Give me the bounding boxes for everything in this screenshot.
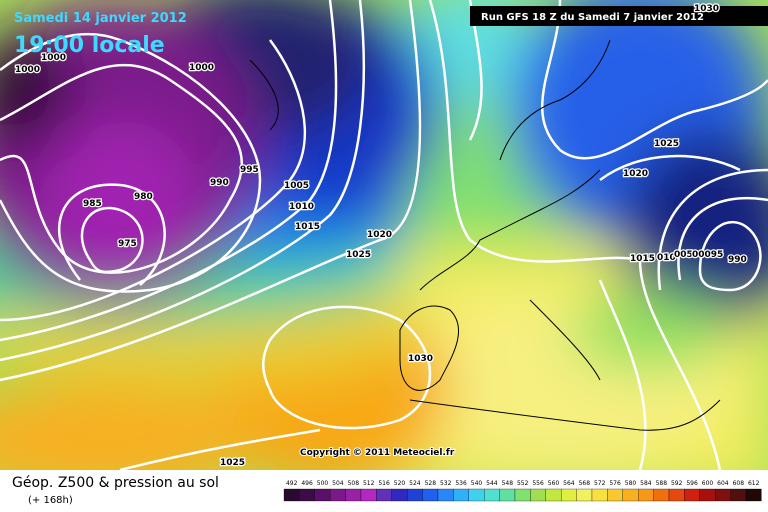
run-label: Run GFS 18 Z du Samedi 7 janvier 2012 [481, 12, 704, 23]
scale-label: 532 [440, 480, 452, 487]
isobar-label: 1020 [623, 169, 648, 179]
scale-swatch [484, 488, 500, 502]
run-box [470, 6, 768, 26]
isobar-label: 990 [728, 255, 747, 265]
scale-swatch [745, 488, 762, 502]
scale-swatch [514, 488, 531, 502]
isobar-label: 010 [657, 253, 676, 263]
isobar-label: 1025 [346, 250, 371, 260]
isobar-label: 1020 [367, 230, 392, 240]
isobar-label: 1030 [408, 354, 433, 364]
isobar-label: 1000 [41, 53, 66, 63]
scale-label: 580 [625, 480, 637, 487]
scale-swatch [638, 488, 654, 502]
scale-label: 496 [301, 480, 313, 487]
scale-label: 540 [471, 480, 483, 487]
scale-swatch [561, 488, 577, 502]
legend-title: Géop. Z500 & pression au sol [12, 475, 219, 491]
isobar-label: 1015 [630, 254, 655, 264]
isobar-label: 005 [674, 250, 693, 260]
isobar-label: 1015 [295, 222, 320, 232]
scale-label: 572 [594, 480, 606, 487]
scale-swatch [607, 488, 623, 502]
scale-swatch [591, 488, 608, 502]
isobar-labels: 1000100010009959909859809751005101010151… [14, 3, 748, 470]
scale-swatch [653, 488, 670, 502]
scale-swatch [360, 488, 377, 502]
scale-label: 552 [517, 480, 529, 487]
scale-label: 516 [378, 480, 390, 487]
color-scale: 492 496 500 504 508 512 516 520 524 528 532 536 540 5… [283, 480, 762, 502]
geopotential-field [0, 0, 768, 470]
coastlines [249, 39, 721, 431]
scale-label: 548 [502, 480, 514, 487]
scale-swatch [684, 488, 700, 502]
scale-label: 584 [640, 480, 652, 487]
scale-label: 568 [579, 480, 591, 487]
scale-swatch [699, 488, 716, 502]
scale-swatch [530, 488, 546, 502]
time-label: 19:00 locale [14, 33, 165, 58]
scale-swatch [283, 488, 300, 502]
scale-label: 596 [686, 480, 698, 487]
copyright: Copyright © 2011 Meteociel.fr [300, 448, 455, 458]
scale-label: 576 [609, 480, 621, 487]
isobar-label: 1025 [654, 139, 679, 149]
scale-swatch [715, 488, 731, 502]
scale-swatch [499, 488, 516, 502]
isobar-label: 995 [240, 165, 259, 175]
scale-label: 508 [348, 480, 360, 487]
isobar-label: 1000 [15, 65, 40, 75]
scale-label: 520 [394, 480, 406, 487]
isobar-label: 990 [210, 178, 229, 188]
isobar-label: 00095 [692, 250, 723, 260]
scale-label: 528 [425, 480, 437, 487]
scale-swatch [545, 488, 562, 502]
scale-label: 504 [332, 480, 344, 487]
isobars [0, 0, 768, 470]
date-label: Samedi 14 janvier 2012 [14, 11, 187, 26]
scale-swatch [407, 488, 423, 502]
isobar-label: 1005 [284, 181, 309, 191]
scale-label: 500 [317, 480, 329, 487]
isobar-label: 1030 [694, 4, 719, 14]
scale-label: 544 [486, 480, 498, 487]
scale-label: 524 [409, 480, 421, 487]
scale-label: 600 [702, 480, 714, 487]
scale-label: 564 [563, 480, 575, 487]
scale-swatch [314, 488, 331, 502]
isobar-label: 980 [134, 192, 153, 202]
scale-swatch [453, 488, 469, 502]
scale-label: 604 [717, 480, 729, 487]
scale-swatch [622, 488, 639, 502]
scale-label: 492 [286, 480, 298, 487]
scale-swatch [437, 488, 454, 502]
isobar-label: 985 [83, 199, 102, 209]
scale-label: 592 [671, 480, 683, 487]
scale-swatch [299, 488, 315, 502]
scale-label: 560 [548, 480, 560, 487]
scale-swatch [345, 488, 362, 502]
scale-swatch [576, 488, 593, 502]
legend-subtitle: (+ 168h) [28, 495, 73, 506]
scale-swatch [391, 488, 408, 502]
scale-swatch [668, 488, 685, 502]
scale-swatch [422, 488, 439, 502]
isobar-label: 1010 [289, 202, 314, 212]
scale-swatch [330, 488, 346, 502]
scale-swatch [376, 488, 392, 502]
scale-swatch [730, 488, 747, 502]
scale-swatch [468, 488, 485, 502]
scale-label: 536 [455, 480, 467, 487]
isobar-label: 1025 [220, 458, 245, 468]
isobar-label: 975 [118, 239, 137, 249]
scale-label: 556 [532, 480, 544, 487]
isobar-label: 1000 [189, 63, 214, 73]
scale-label: 608 [733, 480, 745, 487]
scale-label: 612 [748, 480, 760, 487]
scale-label: 588 [656, 480, 668, 487]
scale-label: 512 [363, 480, 375, 487]
